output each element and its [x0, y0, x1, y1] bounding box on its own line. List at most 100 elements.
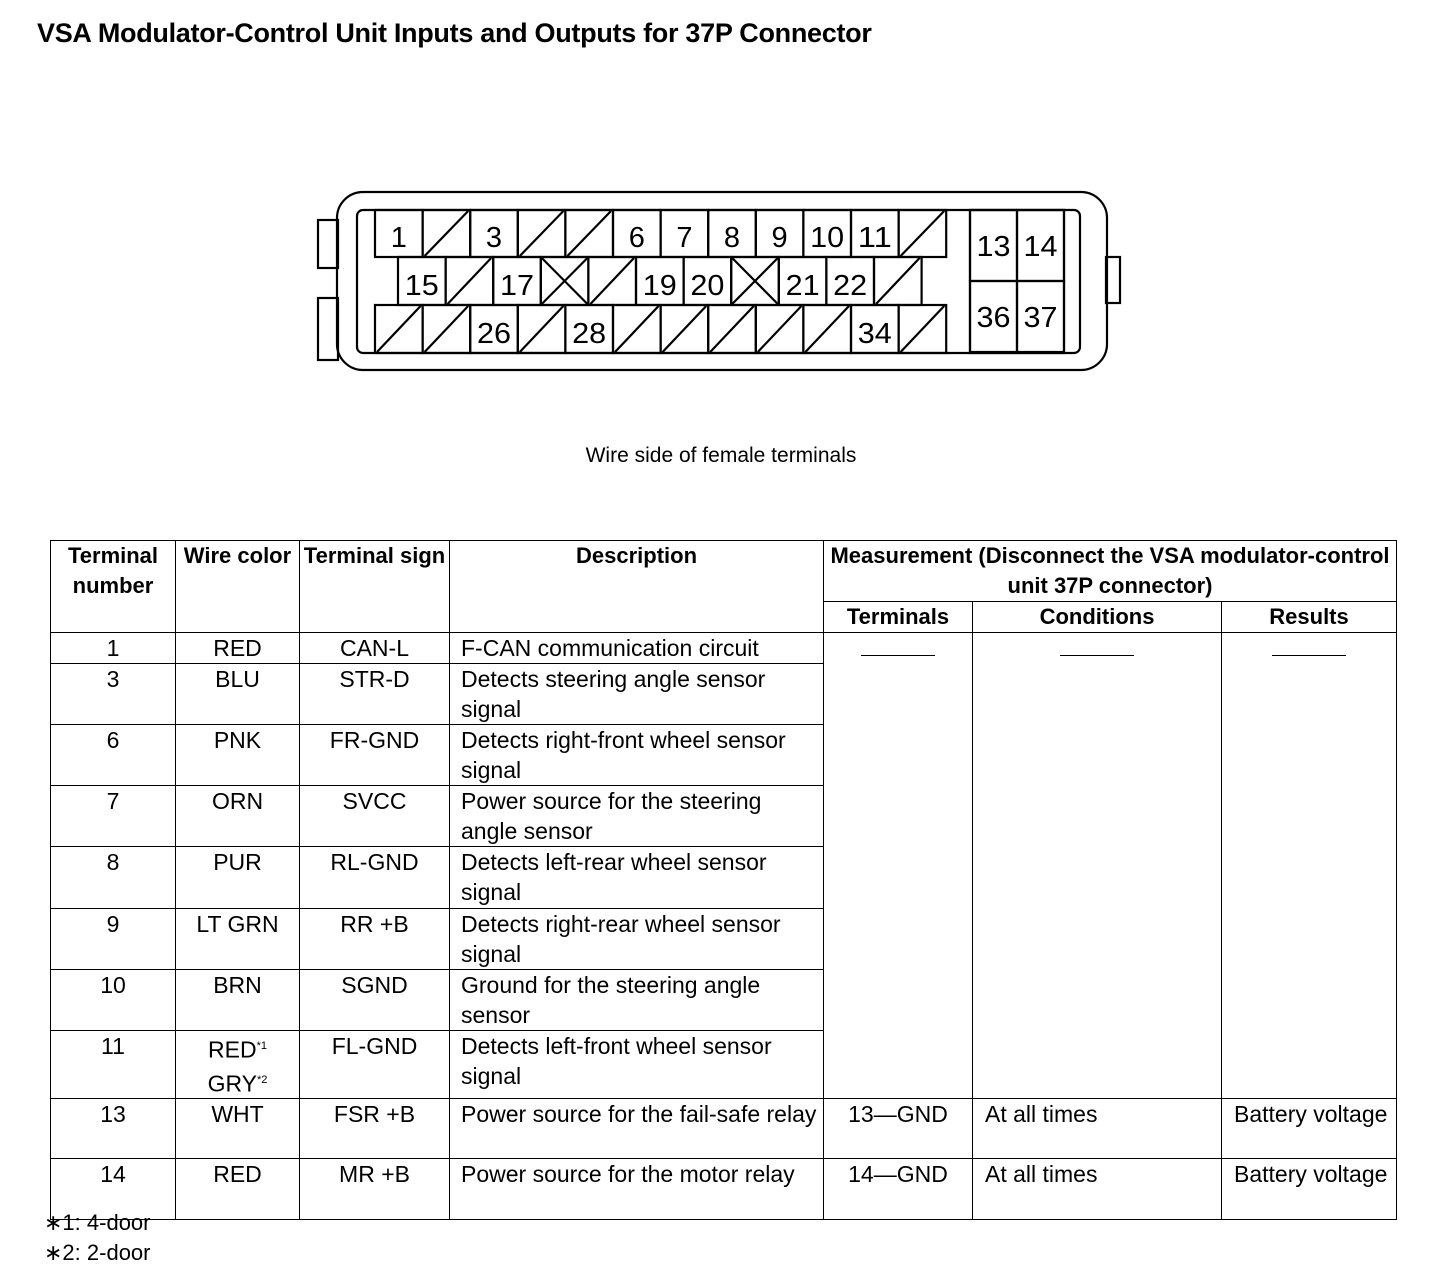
- description: Detects left-front wheel sensor signal: [449, 1029, 824, 1100]
- terminal-number-label: 8: [724, 222, 740, 254]
- terminal-number-label: 28: [572, 318, 606, 350]
- terminal-number-label: 26: [477, 318, 511, 350]
- unused-terminal-slash: [804, 305, 850, 353]
- dash: [1060, 655, 1134, 656]
- terminal-number-label: 11: [858, 222, 892, 254]
- table-row: 9 LT GRN RR +B Detects right-rear wheel sen…: [50, 908, 1397, 970]
- wire-color: RED: [175, 632, 300, 664]
- blocked-terminal-cross: [540, 256, 590, 306]
- description: Detects left-rear wheel sensor signal: [449, 846, 824, 909]
- terminal-number-label: 21: [786, 270, 820, 302]
- unused-terminal-slash: [376, 305, 422, 353]
- terminal-number: 8: [50, 846, 176, 909]
- unused-terminal-slash: [709, 305, 755, 353]
- terminal-number-label: 15: [405, 270, 439, 302]
- terminal-cell: [1015, 279, 1066, 354]
- terminal-sign: SVCC: [299, 785, 450, 847]
- unused-terminal-slash: [519, 210, 565, 257]
- header-wire-color: Wire color: [175, 540, 300, 633]
- footnote-1: ∗1: 4-door: [44, 1210, 151, 1235]
- terminal-number: 1: [50, 632, 176, 664]
- table-row: 1 RED CAN-L F-CAN communication circuit: [50, 631, 1398, 1100]
- unused-terminal-slash: [757, 305, 803, 353]
- description: Ground for the steering angle sensor: [449, 969, 824, 1031]
- terminal-sign: FR-GND: [299, 724, 450, 786]
- terminal-number: 3: [50, 663, 176, 725]
- header-description: Description: [449, 540, 824, 633]
- terminal-number-label: 6: [629, 222, 645, 254]
- table-row: 3 BLU STR-D Detects steering angle sensor s…: [50, 663, 1397, 725]
- wire-color: RED: [175, 1158, 300, 1221]
- wire-color: BLU: [175, 663, 300, 725]
- measurement-conditions: At all times: [972, 1098, 1222, 1160]
- terminal-number-label: 13: [977, 231, 1011, 263]
- dash: [861, 655, 935, 656]
- measurement-terminals: 14—GND: [823, 1158, 973, 1221]
- unused-terminal-slash: [566, 210, 612, 257]
- wire-color: WHT: [175, 1098, 300, 1160]
- wire-color-alt: GRY: [207, 1070, 258, 1097]
- unused-terminal-slash: [614, 305, 660, 353]
- terminal-sign: SGND: [299, 969, 450, 1031]
- wire-color: BRN: [175, 969, 300, 1031]
- unused-terminal-slash: [589, 257, 635, 305]
- description: Detects right-front wheel sensor signal: [449, 724, 824, 786]
- terminal-number-label: 3: [486, 222, 502, 254]
- header-terminal-sign: Terminal sign: [299, 540, 450, 633]
- measurement-results: Battery voltage: [1220, 1158, 1398, 1221]
- note-marker: *2: [257, 1073, 268, 1086]
- measurement-terminals-none: [823, 631, 973, 1100]
- table-row: 13 WHT FSR +B Power source for the fail-saf…: [50, 1098, 1398, 1160]
- blocked-terminal-cross: [730, 256, 780, 306]
- terminal-number-label: 36: [977, 302, 1011, 334]
- terminal-number-label: 9: [772, 222, 788, 254]
- terminal-number-label: 17: [500, 270, 534, 302]
- terminal-number: 13: [50, 1098, 176, 1160]
- header-measurement: Measurement (Disconnect the VSA modulato…: [822, 540, 1398, 602]
- footnote-2: ∗2: 2-door: [44, 1240, 151, 1265]
- wire-color: ORN: [175, 785, 300, 847]
- terminal-table: Terminal number Wire color Terminal sign…: [50, 540, 1398, 1221]
- table-row: 14 RED MR +B Power source for the motor rel…: [50, 1158, 1398, 1221]
- description: Power source for the motor relay: [449, 1158, 824, 1221]
- measurement-conditions: At all times: [972, 1158, 1222, 1221]
- terminal-number-label: 37: [1024, 302, 1058, 334]
- description: Detects right-rear wheel sensor signal: [449, 908, 824, 970]
- unused-terminal-slash: [661, 305, 707, 353]
- terminal-sign: CAN-L: [299, 632, 450, 664]
- terminal-sign: STR-D: [299, 663, 450, 725]
- dash: [1272, 655, 1346, 656]
- diagram-caption: Wire side of female terminals: [585, 444, 857, 467]
- wire-color: PUR: [175, 846, 300, 909]
- terminal-number-label: 7: [676, 222, 692, 254]
- table-row: 8 PUR RL-GND Detects left-rear wheel sensor…: [50, 846, 1397, 909]
- terminal-sign: FL-GND: [299, 1029, 450, 1100]
- terminal-number-label: 34: [858, 318, 892, 350]
- unused-terminal-slash: [899, 210, 945, 257]
- terminal-number-label: 19: [643, 270, 677, 302]
- terminal-number: 6: [50, 724, 176, 786]
- terminal-number-label: 22: [833, 270, 867, 302]
- terminal-number: 10: [50, 969, 176, 1031]
- unused-terminal-slash: [423, 305, 469, 353]
- terminal-number: 7: [50, 785, 176, 847]
- table-row: 6 PNK FR-GND Detects right-front wheel sens…: [50, 724, 1397, 786]
- unused-terminal-slash: [875, 257, 921, 305]
- wire-color: LT GRN: [175, 908, 300, 970]
- header-results: Results: [1220, 601, 1398, 633]
- measurement-conditions-none: [972, 631, 1222, 1100]
- terminal-cell: [897, 303, 948, 355]
- terminal-sign: FSR +B: [299, 1098, 450, 1160]
- terminal-number: 14: [50, 1158, 176, 1221]
- unused-terminal-slash: [899, 305, 945, 353]
- header-conditions: Conditions: [972, 601, 1222, 633]
- terminal-sign: RR +B: [299, 908, 450, 970]
- latch-tab: [316, 296, 340, 362]
- unused-terminal-slash: [519, 305, 565, 353]
- terminal-number-label: 1: [391, 222, 407, 254]
- description: Power source for the steering angle sens…: [449, 785, 824, 847]
- terminal-number-label: 10: [810, 222, 844, 254]
- description: F-CAN communication circuit: [449, 632, 824, 664]
- latch-tab: [316, 218, 340, 270]
